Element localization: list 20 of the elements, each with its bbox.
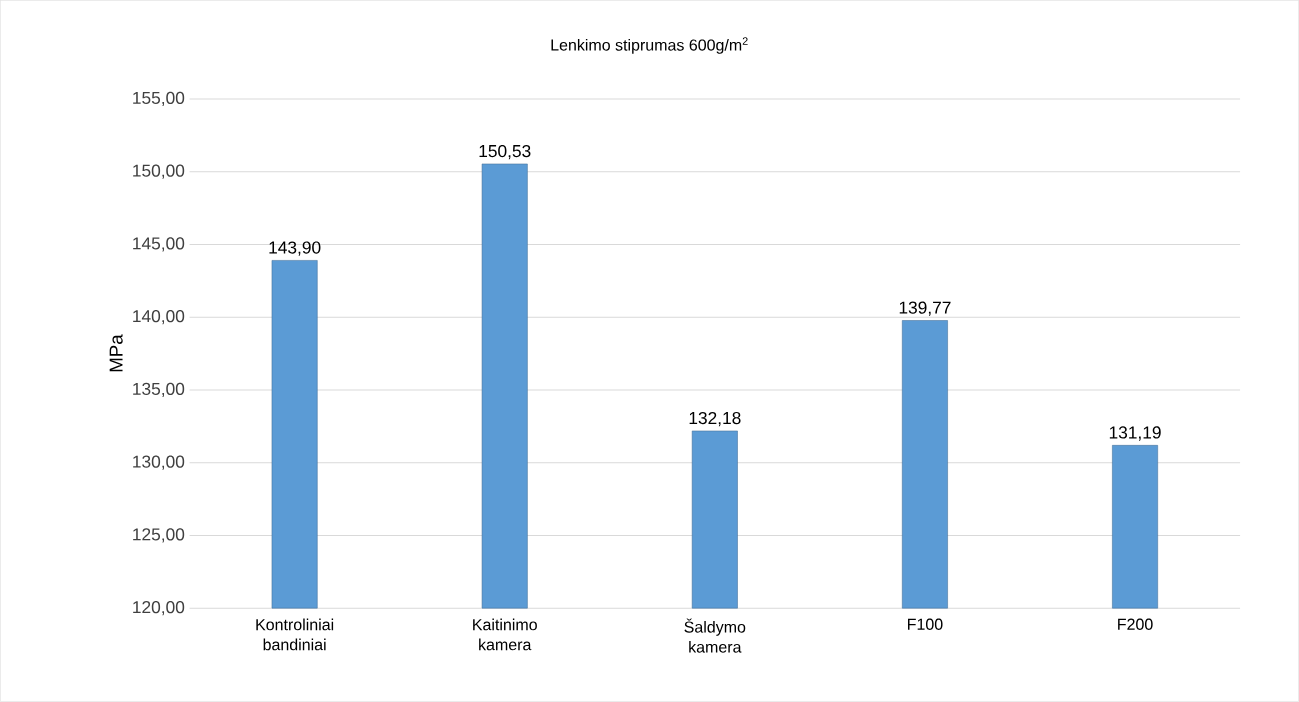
y-tick-label: 120,00 <box>133 601 185 616</box>
data-label: 143,90 <box>269 241 321 256</box>
x-tick-label: F200 <box>1118 618 1153 631</box>
chart-title: Lenkimo stiprumas 600g/m$^{2}$ <box>551 37 748 54</box>
data-label: 132,18 <box>689 412 741 427</box>
y-tick-label: 125,00 <box>133 528 185 543</box>
data-label: 131,19 <box>1109 426 1161 441</box>
y-tick-label: 150,00 <box>133 164 185 179</box>
y-tick-label: 135,00 <box>133 382 185 398</box>
y-tick-label: 145,00 <box>133 237 185 252</box>
y-tick-label: 140,00 <box>133 310 185 325</box>
x-tick-label: Kaitinimo kamera <box>473 618 537 651</box>
y-axis-title: MPa <box>109 334 123 372</box>
data-label: 139,77 <box>899 301 951 316</box>
x-tick-label: Šaldymo kamera <box>684 618 746 653</box>
y-tick-label: 155,00 <box>133 91 185 107</box>
x-tick-label: F100 <box>908 618 943 631</box>
data-label: 150,53 <box>479 145 531 160</box>
y-tick-label: 130,00 <box>133 455 185 470</box>
x-tick-label: Kontroliniai bandiniai <box>256 618 334 651</box>
